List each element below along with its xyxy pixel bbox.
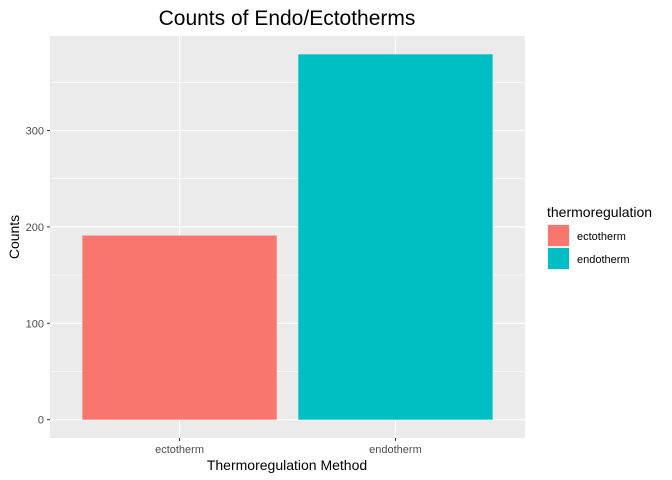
legend-swatch-endotherm (548, 248, 569, 269)
legend-label-ectotherm: ectotherm (577, 231, 626, 243)
bar-ectotherm (82, 235, 277, 420)
x-tick-label: endotherm (369, 444, 422, 456)
y-tick-label: 0 (38, 415, 44, 427)
legend-items: ectotherm endotherm (547, 224, 630, 270)
y-axis-title: Counts (6, 215, 22, 259)
legend-swatch-ectotherm (548, 225, 569, 246)
y-tick-label: 300 (26, 125, 44, 137)
legend-label-endotherm: endotherm (577, 254, 630, 266)
legend: thermoregulation ectotherm endotherm (547, 204, 652, 270)
bars (82, 54, 493, 420)
x-tick-label: ectotherm (155, 444, 204, 456)
x-axis-title: Thermoregulation Method (207, 457, 367, 473)
y-tick-label: 100 (26, 318, 44, 330)
legend-title: thermoregulation (547, 204, 652, 220)
y-tick-label: 200 (26, 222, 44, 234)
chart-title: Counts of Endo/Ectotherms (159, 7, 416, 30)
bar-endotherm (298, 54, 493, 420)
x-axis-ticks: ectotherm endotherm (155, 438, 422, 456)
y-axis-ticks: 0 100 200 300 (26, 125, 50, 427)
